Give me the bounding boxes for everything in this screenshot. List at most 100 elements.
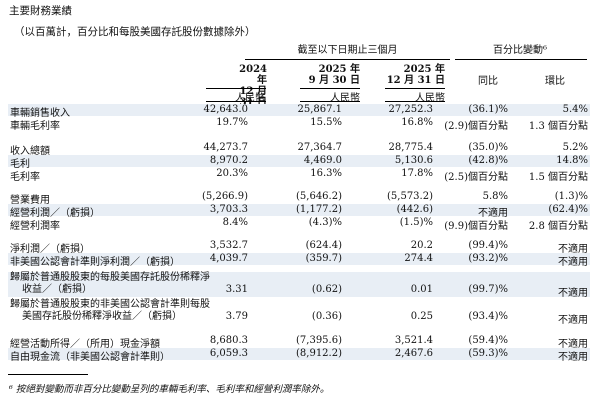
value-2025q3: (7,395.6)	[296, 335, 342, 346]
row-label: 經營利潤率	[10, 221, 60, 232]
col-header-2025q3: 2025 年 9 月 30 日	[300, 64, 360, 86]
row-label-line1: 歸屬於普通股股東的非美國公認會計準則每股	[10, 299, 210, 310]
col-rule-2	[300, 88, 360, 89]
currency-rule-1	[206, 101, 266, 102]
currency-label-3: 人民幣	[415, 93, 445, 104]
currency-rule-2	[300, 101, 360, 102]
value-2024q4: 44,273.7	[203, 142, 248, 153]
qoq-change: 5.2%	[562, 142, 588, 153]
value-2025q4: 0.25	[410, 311, 433, 322]
col-year: 2024 年	[239, 64, 267, 86]
col-year: 2025 年	[403, 64, 445, 75]
value-2025q4: 28,775.4	[388, 142, 433, 153]
value-2025q3: (0.36)	[311, 311, 342, 322]
value-2024q4: 6,059.3	[209, 348, 248, 359]
value-2025q4: (1.5)%	[399, 217, 433, 228]
row-label: 毛利	[10, 159, 30, 170]
row-label-line2: 美國存託股份稀釋淨收益／（虧損）	[22, 311, 182, 322]
row-label: 車輛毛利率	[10, 121, 60, 132]
table-row: 收入總額 44,273.7 27,364.7 28,775.4 (35.0)% …	[8, 142, 590, 157]
qoq-change: 不適用	[558, 352, 588, 363]
value-2024q4: 3.31	[225, 284, 248, 295]
value-2025q3: (1,177.2)	[296, 204, 342, 215]
value-2025q3: (8,912.2)	[296, 348, 342, 359]
row-label: 自由現金流（非美國公認會計準則）	[10, 352, 170, 363]
change-header-rule	[455, 59, 587, 60]
page-title: 主要財務業績	[9, 5, 72, 17]
value-2025q4: (442.6)	[396, 204, 433, 215]
value-2025q4: 5,130.6	[394, 155, 433, 166]
table-row: 非美國公認會計準則淨利潤／（虧損） 4,039.7 (359.7) 274.4 …	[8, 253, 590, 268]
value-2024q4: 19.7%	[216, 117, 248, 128]
yoy-change: (35.0)%	[468, 142, 508, 153]
value-2024q4: 42,643.0	[203, 104, 248, 115]
row-label: 淨利潤／（虧損）	[10, 244, 90, 255]
qoq-change: 不適用	[558, 244, 588, 255]
col-header-2025q4: 2025 年 12 月 31 日	[380, 64, 445, 86]
row-label: 車輛銷售收入	[10, 108, 70, 119]
col-date: 12 月 31 日	[386, 75, 445, 86]
table-row: 車輛銷售收入 42,643.0 25,867.1 27,252.3 (36.1)…	[8, 104, 590, 119]
qoq-change: 不適用	[558, 315, 588, 326]
value-2025q3: (4.3)%	[308, 217, 342, 228]
table-row: 毛利率 20.3% 16.3% 17.8% (2.5)個百分點 1.5 個百分點	[8, 168, 590, 183]
col-date: 9 月 30 日	[308, 75, 360, 86]
table-row: 歸屬於普通股股東的每股美國存託股份稀釋淨 收益／（虧損） 3.31 (0.62)…	[8, 272, 590, 299]
value-2024q4: (5,266.9)	[202, 191, 248, 202]
value-2025q4: 20.2	[410, 240, 433, 251]
value-2025q3: 25,867.1	[297, 104, 342, 115]
value-2024q4: 3,703.3	[209, 204, 248, 215]
table-row: 經營利潤／（虧損） 3,703.3 (1,177.2) (442.6) 不適用 …	[8, 204, 590, 219]
value-2024q4: 8,970.2	[209, 155, 248, 166]
value-2024q4: 20.3%	[216, 168, 248, 179]
table-row: 淨利潤／（虧損） 3,532.7 (624.4) 20.2 (99.4)% 不適…	[8, 240, 590, 255]
value-2024q4: 8,680.3	[209, 335, 248, 346]
value-2025q4: 274.4	[404, 253, 433, 264]
yoy-change: (59.3)%	[468, 348, 508, 359]
yoy-change: (42.8)%	[468, 155, 508, 166]
row-label: 經營利潤／（虧損）	[10, 208, 100, 219]
qoq-change: 5.4%	[562, 104, 588, 115]
currency-label-2: 人民幣	[330, 93, 360, 104]
value-2025q3: (0.62)	[311, 284, 342, 295]
qoq-change: 不適用	[558, 339, 588, 350]
qoq-change: (1.3)%	[554, 191, 588, 202]
currency-rule-3	[385, 101, 445, 102]
yoy-change: (2.9)個百分點	[444, 121, 508, 132]
table-row: 歸屬於普通股股東的非美國公認會計準則每股 美國存託股份稀釋淨收益／（虧損） 3.…	[8, 299, 590, 326]
yoy-change: (59.4)%	[468, 335, 508, 346]
col-rule-1	[206, 88, 266, 89]
change-group-header: 百分比變動⁶	[492, 45, 547, 56]
qoq-change: 不適用	[558, 257, 588, 268]
qoq-change: 不適用	[558, 288, 588, 299]
qoq-change: 1.3 個百分點	[528, 121, 588, 132]
period-group-header: 截至以下日期止三個月	[297, 45, 398, 56]
value-2024q4: 8.4%	[222, 217, 248, 228]
row-label: 經營活動所得／（所用）現金淨額	[10, 339, 160, 350]
yoy-change: 不適用	[478, 208, 508, 219]
qoq-change: 2.8 個百分點	[528, 221, 588, 232]
row-label-line2: 收益／（虧損）	[22, 284, 92, 295]
row-label: 毛利率	[10, 172, 40, 183]
value-2024q4: 4,039.7	[209, 253, 248, 264]
row-label: 營業費用	[10, 195, 50, 206]
row-label: 非美國公認會計準則淨利潤／（虧損）	[10, 257, 180, 268]
table-row: 經營活動所得／（所用）現金淨額 8,680.3 (7,395.6) 3,521.…	[8, 335, 590, 350]
qoq-change: (62.4)%	[548, 204, 588, 215]
yoy-change: (99.4)%	[468, 240, 508, 251]
value-2025q4: 3,521.4	[394, 335, 433, 346]
yoy-header: 同比	[478, 76, 498, 87]
value-2025q4: 2,467.6	[394, 348, 433, 359]
page-subtitle: （以百萬計，百分比和每股美國存託股份數據除外）	[14, 26, 256, 38]
yoy-change: (9.9)個百分點	[444, 221, 508, 232]
yoy-change: (93.2)%	[468, 253, 508, 264]
table-row: 自由現金流（非美國公認會計準則） 6,059.3 (8,912.2) 2,467…	[8, 348, 590, 363]
table-row: 經營利潤率 8.4% (4.3)% (1.5)% (9.9)個百分點 2.8 個…	[8, 217, 590, 232]
table-row: 車輛毛利率 19.7% 15.5% 16.8% (2.9)個百分點 1.3 個百…	[8, 117, 590, 132]
yoy-change: (93.4)%	[468, 311, 508, 322]
row-label: 收入總額	[10, 146, 50, 157]
value-2025q4: 16.8%	[401, 117, 433, 128]
col-year: 2025 年	[318, 64, 360, 75]
table-row: 毛利 8,970.2 4,469.0 5,130.6 (42.8)% 14.8%	[8, 155, 590, 170]
col-rule-3	[385, 88, 445, 89]
